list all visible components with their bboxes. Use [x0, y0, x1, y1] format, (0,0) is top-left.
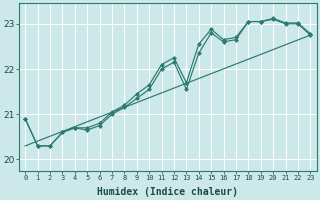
X-axis label: Humidex (Indice chaleur): Humidex (Indice chaleur)	[97, 186, 238, 197]
